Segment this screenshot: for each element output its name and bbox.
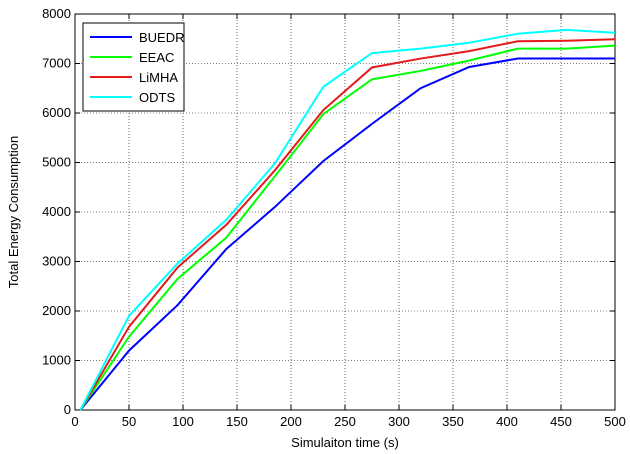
y-tick-label: 2000 [42, 303, 71, 318]
y-tick-label: 8000 [42, 6, 71, 21]
series-line-odts [79, 28, 616, 411]
legend-label: ODTS [139, 90, 175, 105]
legend-label: EEAC [139, 50, 174, 65]
y-axis-label: Total Energy Consumption [6, 136, 21, 288]
series-line-buedr [79, 57, 615, 411]
legend-label: BUEDR [139, 30, 185, 45]
x-tick-label: 350 [442, 414, 464, 429]
y-tick-label: 1000 [42, 353, 71, 368]
x-tick-label: 300 [388, 414, 410, 429]
y-tick-label: 0 [64, 402, 71, 417]
legend: BUEDR EEAC LiMHA ODTS [82, 22, 185, 112]
series-line-eeac [79, 44, 616, 411]
y-tick-label: 4000 [42, 204, 71, 219]
x-tick-label: 400 [496, 414, 518, 429]
series-line-limha [79, 38, 616, 411]
grid [75, 14, 615, 410]
x-tick-label: 250 [334, 414, 356, 429]
x-axis-label: Simulaiton time (s) [291, 435, 399, 450]
x-tick-label: 500 [604, 414, 626, 429]
x-tick-label: 100 [172, 414, 194, 429]
x-tick-label: 50 [122, 414, 136, 429]
y-tick-label: 6000 [42, 105, 71, 120]
x-tick-label: 200 [280, 414, 302, 429]
axis-ticks: 0 50 100 150 200 250 300 350 400 450 5000100020003… [42, 6, 626, 429]
series-lines [79, 28, 616, 411]
x-tick-label: 150 [226, 414, 248, 429]
y-tick-label: 7000 [42, 56, 71, 71]
y-tick-label: 5000 [42, 155, 71, 170]
legend-label: LiMHA [139, 70, 178, 85]
y-tick-label: 3000 [42, 254, 71, 269]
x-tick-label: 0 [71, 414, 78, 429]
x-tick-label: 450 [550, 414, 572, 429]
